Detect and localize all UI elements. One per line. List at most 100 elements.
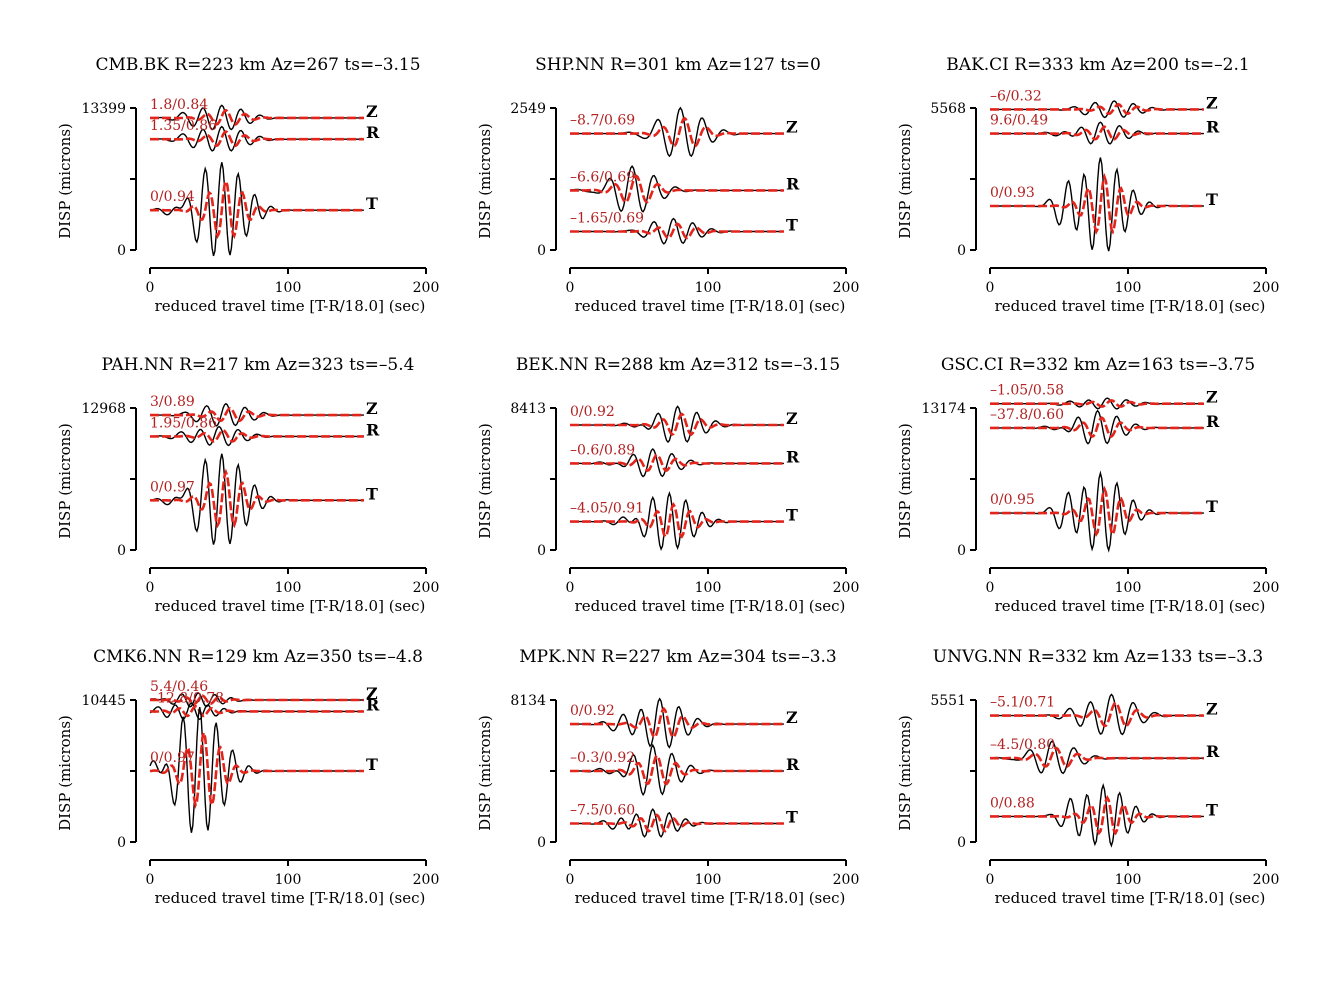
synthetic-trace-r: [570, 753, 784, 786]
y-tick-label-max: 8134: [510, 693, 546, 709]
observed-trace-z: [570, 697, 784, 749]
trace-annotation: –4.5/0.80: [990, 737, 1055, 753]
trace-annotation: 3/0.89: [150, 394, 195, 410]
component-label: Z: [366, 399, 378, 418]
synthetic-trace-r: [570, 174, 784, 204]
trace-annotation: –5.1/0.71: [990, 695, 1055, 711]
synthetic-trace-t: [570, 502, 784, 539]
x-tick-label: 200: [413, 280, 440, 296]
x-tick-label: 0: [146, 280, 155, 296]
trace-annotation: –12.8/0.78: [150, 690, 224, 706]
synthetic-trace-t: [990, 485, 1204, 538]
component-label: T: [786, 216, 798, 235]
trace-annotation: 1.35/0.86: [150, 118, 217, 134]
x-axis-label: reduced travel time [T-R/18.0] (sec): [995, 297, 1266, 315]
y-tick-label-zero: 0: [117, 835, 126, 851]
y-tick-label-zero: 0: [117, 243, 126, 259]
x-tick-label: 100: [1115, 580, 1142, 596]
y-tick-label-zero: 0: [537, 543, 546, 559]
component-label: R: [786, 174, 800, 193]
observed-trace-r: [990, 409, 1204, 445]
synthetic-trace-z: [990, 398, 1204, 408]
x-axis-label: reduced travel time [T-R/18.0] (sec): [575, 597, 846, 615]
observed-trace-r: [570, 447, 784, 478]
x-tick-label: 200: [413, 580, 440, 596]
component-label: T: [1206, 800, 1218, 819]
y-tick-label-max: 5568: [930, 101, 966, 117]
waveform-panel: BAK.CI R=333 km Az=200 ts=–2.1 5568 0 DISP …: [896, 55, 1279, 315]
synthetic-trace-z: [150, 108, 364, 126]
observed-trace-z: [150, 402, 364, 427]
y-tick-label-max: 5551: [930, 693, 966, 709]
component-label: Z: [786, 708, 798, 727]
observed-trace-t: [990, 157, 1204, 252]
x-tick-label: 0: [566, 872, 575, 888]
y-axis-label: DISP (microns): [56, 123, 74, 239]
x-axis-label: reduced travel time [T-R/18.0] (sec): [995, 889, 1266, 907]
component-label: R: [366, 123, 380, 142]
synthetic-trace-z: [570, 412, 784, 436]
trace-annotation: –8.7/0.69: [570, 113, 635, 129]
panel-title: BAK.CI R=333 km Az=200 ts=–2.1: [946, 55, 1249, 75]
component-label: T: [366, 194, 378, 213]
synthetic-trace-t: [150, 468, 364, 529]
trace-annotation: 0/0.95: [990, 492, 1035, 508]
synthetic-trace-t: [570, 222, 784, 240]
y-tick-label-max: 2549: [510, 101, 546, 117]
synthetic-trace-r: [570, 453, 784, 473]
synthetic-trace-z: [150, 694, 364, 706]
y-tick-label-max: 13174: [921, 401, 966, 417]
y-tick-label-max: 13399: [81, 101, 126, 117]
component-label: T: [786, 506, 798, 525]
x-tick-label: 200: [833, 580, 860, 596]
synthetic-trace-t: [149, 727, 364, 810]
trace-annotation: –1.65/0.69: [570, 211, 644, 227]
x-axis-label: reduced travel time [T-R/18.0] (sec): [155, 597, 426, 615]
component-label: Z: [366, 102, 378, 121]
x-tick-label: 0: [146, 872, 155, 888]
panel-title: UNVG.NN R=332 km Az=133 ts=–3.3: [933, 647, 1263, 667]
y-axis-label: DISP (microns): [476, 423, 494, 539]
y-axis-label: DISP (microns): [476, 123, 494, 239]
trace-annotation: –37.8/0.60: [990, 407, 1064, 423]
y-tick-label-zero: 0: [957, 543, 966, 559]
trace-annotation: –7.5/0.60: [570, 803, 635, 819]
component-label: R: [1206, 412, 1220, 431]
x-tick-label: 100: [1115, 872, 1142, 888]
x-axis-label: reduced travel time [T-R/18.0] (sec): [575, 889, 846, 907]
x-axis-label: reduced travel time [T-R/18.0] (sec): [155, 297, 426, 315]
y-axis-label: DISP (microns): [56, 423, 74, 539]
x-axis-label: reduced travel time [T-R/18.0] (sec): [575, 297, 846, 315]
x-tick-label: 0: [566, 580, 575, 596]
waveform-panel: PAH.NN R=217 km Az=323 ts=–5.4 12968 0 DISP…: [56, 355, 439, 615]
component-label: Z: [1206, 700, 1218, 719]
trace-annotation: –4.05/0.91: [570, 501, 644, 517]
synthetic-trace-r: [990, 125, 1204, 141]
panel-title: CMK6.NN R=129 km Az=350 ts=–4.8: [93, 647, 423, 667]
x-tick-label: 100: [695, 872, 722, 888]
component-label: R: [366, 420, 380, 439]
component-label: R: [786, 447, 800, 466]
y-tick-label-zero: 0: [957, 243, 966, 259]
x-tick-label: 200: [1253, 580, 1280, 596]
panel-title: SHP.NN R=301 km Az=127 ts=0: [535, 55, 821, 75]
trace-annotation: 9.6/0.49: [990, 113, 1048, 129]
synthetic-trace-r: [990, 746, 1204, 768]
synthetic-trace-t: [990, 172, 1204, 235]
component-label: R: [1206, 742, 1220, 761]
x-tick-label: 200: [1253, 872, 1280, 888]
x-tick-label: 0: [986, 872, 995, 888]
panel-title: CMB.BK R=223 km Az=267 ts=–3.15: [95, 55, 420, 75]
trace-annotation: –6/0.32: [990, 88, 1042, 104]
trace-annotation: 0/0.97: [150, 750, 195, 766]
x-tick-label: 100: [1115, 280, 1142, 296]
trace-annotation: –0.3/0.92: [570, 750, 635, 766]
x-axis-label: reduced travel time [T-R/18.0] (sec): [155, 889, 426, 907]
y-axis-label: DISP (microns): [476, 715, 494, 831]
observed-trace-r: [570, 743, 784, 797]
x-tick-label: 0: [566, 280, 575, 296]
trace-annotation: 0/0.93: [990, 185, 1035, 201]
x-tick-label: 0: [986, 580, 995, 596]
component-label: T: [366, 755, 378, 774]
component-label: R: [366, 695, 380, 714]
